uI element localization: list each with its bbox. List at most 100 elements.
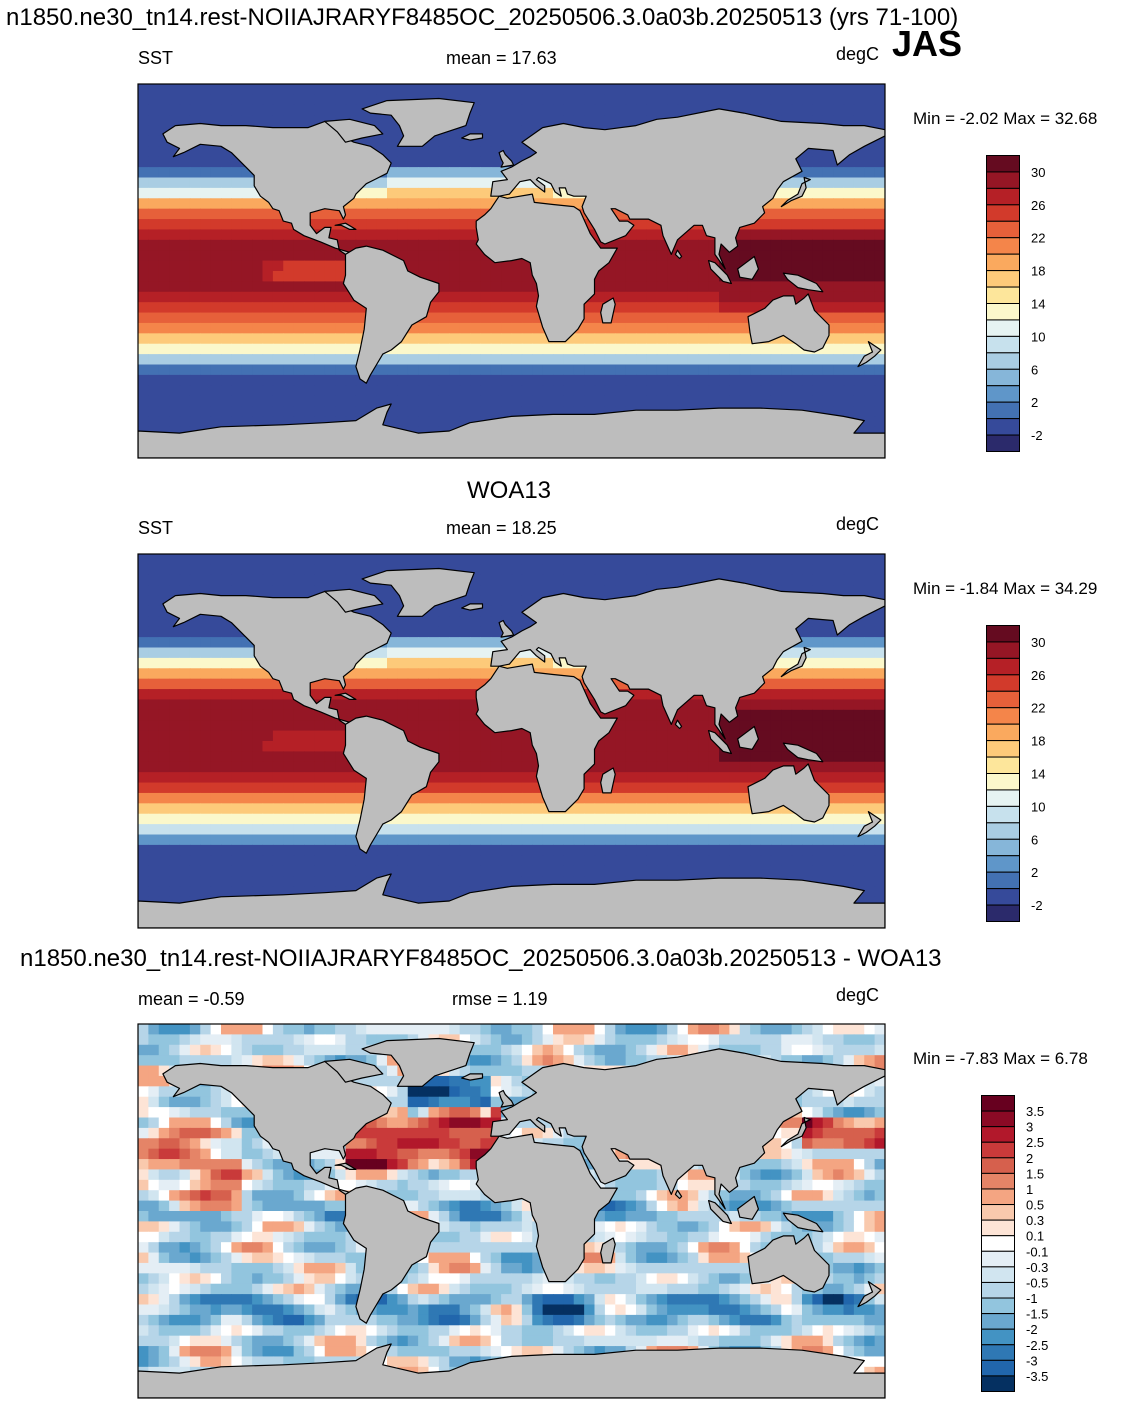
sst-cell: [366, 135, 378, 147]
sst-cell: [262, 374, 274, 386]
sst-cell: [501, 813, 513, 825]
sst-cell: [200, 167, 212, 179]
sst-cell: [874, 260, 885, 272]
sst-cell: [521, 855, 533, 867]
sst-cell: [480, 302, 492, 314]
sst-cell: [853, 291, 865, 303]
sst-cell: [812, 167, 824, 179]
sst-cell: [667, 354, 679, 366]
sst-cell: [397, 813, 409, 825]
sst-cell: [252, 260, 264, 272]
sst-cell: [584, 219, 596, 231]
sst-cell: [272, 886, 284, 898]
sst-cell: [169, 354, 181, 366]
sst-cell: [241, 198, 253, 210]
sst-cell: [687, 385, 699, 397]
sst-cell: [874, 876, 885, 888]
sst-cell: [241, 250, 253, 262]
sst-cell: [262, 198, 274, 210]
sst-cell: [656, 813, 668, 825]
sst-cell: [428, 741, 440, 752]
sst-cell: [304, 250, 315, 262]
sst-cell: [138, 104, 149, 116]
sst-cell: [781, 104, 793, 116]
sst-cell: [802, 689, 813, 701]
sst-cell: [335, 406, 347, 418]
sst-cell: [781, 699, 793, 711]
sst-cell: [231, 678, 243, 690]
sst-cell: [843, 167, 855, 179]
sst-cell: [335, 751, 347, 763]
sst-cell: [252, 554, 264, 565]
sst-cell: [822, 782, 834, 794]
sst-cell: [304, 281, 315, 293]
sst-cell: [189, 647, 201, 659]
sst-cell: [708, 385, 720, 397]
sst-cell: [698, 281, 710, 293]
sst-cell: [335, 343, 347, 355]
sst-cell: [511, 302, 523, 314]
sst-cell: [241, 406, 253, 418]
sst-cell: [324, 354, 336, 366]
sst-cell: [459, 260, 471, 272]
sst-cell: [428, 824, 440, 836]
sst-cell: [802, 198, 813, 210]
sst-cell: [739, 709, 751, 721]
sst-cell: [200, 84, 212, 95]
sst-cell: [760, 813, 772, 825]
sst-cell: [656, 844, 668, 856]
sst-cell: [210, 554, 222, 565]
sst-cell: [179, 395, 191, 407]
sst-cell: [252, 312, 264, 324]
sst-cell: [272, 834, 284, 846]
sst-cell: [241, 741, 253, 752]
sst-cell: [449, 302, 461, 314]
sst-cell: [480, 146, 492, 158]
sst-cell: [407, 385, 419, 397]
sst-cell: [324, 803, 336, 815]
sst-cell: [791, 761, 803, 773]
sst-cell: [646, 219, 658, 231]
sst-cell: [366, 239, 378, 251]
sst-cell: [200, 647, 212, 659]
sst-cell: [148, 167, 160, 179]
sst-cell: [169, 792, 181, 804]
sst-cell: [739, 239, 751, 251]
sst-cell: [221, 689, 232, 701]
sst-cell: [169, 699, 181, 711]
sst-cell: [210, 564, 222, 576]
sst-cell: [791, 260, 803, 272]
sst-cell: [210, 824, 222, 836]
sst-cell: [770, 291, 782, 303]
panel1-units: degC: [836, 44, 880, 64]
sst-cell: [252, 844, 264, 856]
sst-cell: [272, 395, 284, 407]
sst-cell: [625, 239, 637, 251]
sst-cell: [169, 333, 181, 345]
sst-cell: [304, 782, 315, 794]
sst-cell: [822, 564, 834, 576]
sst-cell: [293, 229, 305, 241]
sst-cell: [667, 554, 679, 565]
sst-cell: [189, 322, 201, 334]
sst-cell: [615, 554, 627, 565]
sst-cell: [604, 260, 616, 272]
sst-cell: [667, 824, 679, 836]
sst-cell: [843, 813, 855, 825]
sst-cell: [169, 177, 181, 189]
sst-cell: [687, 281, 699, 293]
sst-cell: [241, 364, 253, 376]
sst-cell: [407, 678, 419, 690]
sst-cell: [770, 844, 782, 856]
sst-cell: [397, 886, 409, 898]
sst-cell: [615, 678, 627, 690]
sst-cell: [802, 647, 813, 659]
sst-cell: [750, 751, 762, 763]
sst-cell: [252, 271, 264, 282]
sst-cell: [262, 250, 274, 262]
sst-cell: [563, 834, 575, 846]
sst-cell: [677, 730, 689, 742]
sst-cell: [563, 94, 575, 106]
sst-cell: [210, 751, 222, 763]
sst-cell: [314, 709, 326, 721]
